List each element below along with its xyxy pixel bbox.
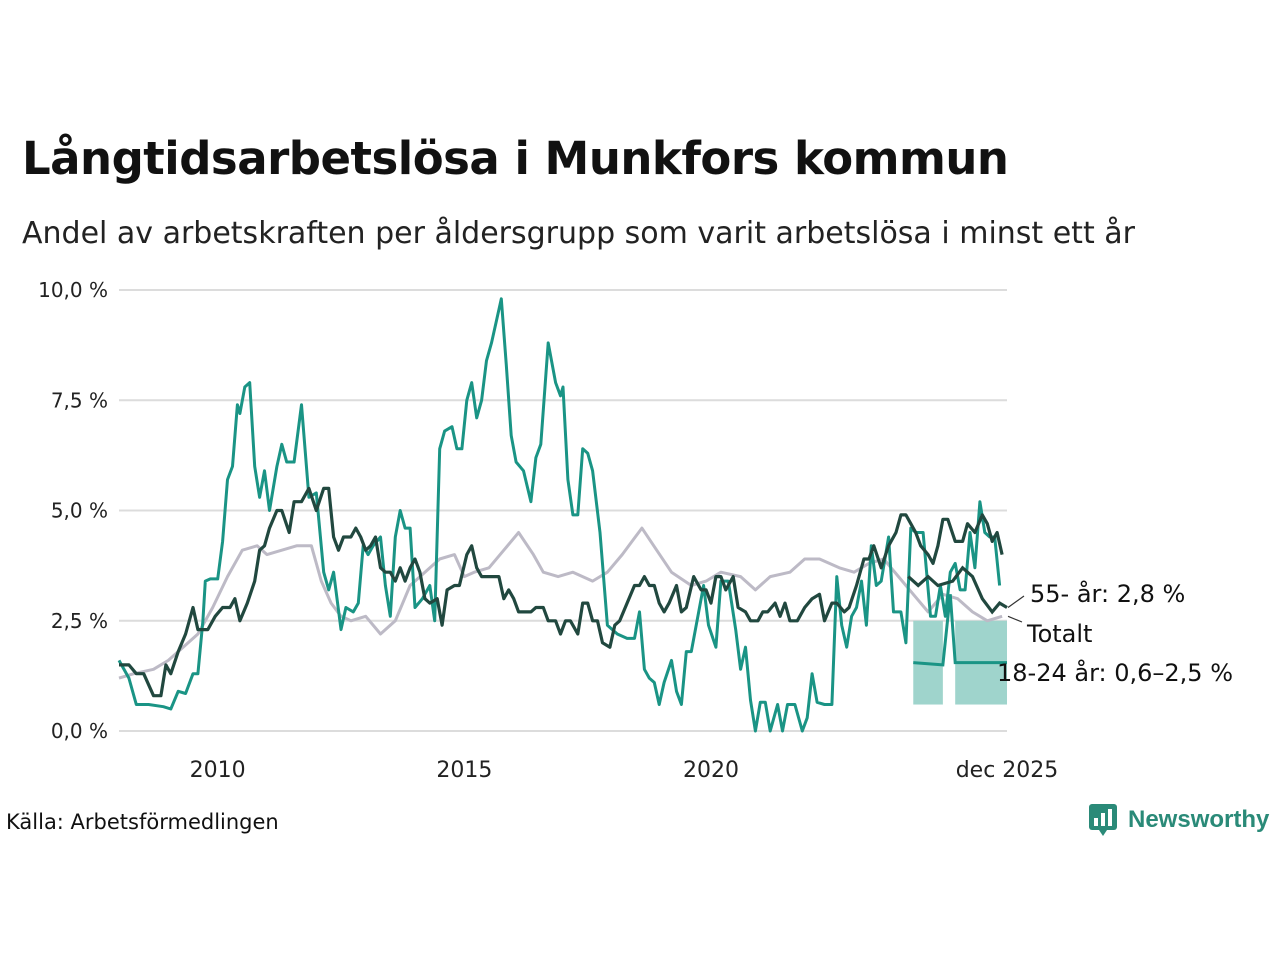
series-lines [119,299,1007,731]
newsworthy-icon [1088,803,1118,837]
y-tick-label: 5,0 % [51,499,108,523]
source-note: Källa: Arbetsförmedlingen [6,810,279,834]
brand-name: Newsworthy [1128,806,1269,834]
x-axis-labels: 2010 2015 2020 dec 2025 [190,758,1059,783]
y-tick-label: 10,0 % [38,278,108,302]
label-leader-old [1008,596,1024,608]
x-tick-label: 2010 [190,758,246,783]
series-line-young [119,299,1000,731]
x-tick-label: dec 2025 [956,758,1059,783]
x-tick-label: 2020 [683,758,739,783]
y-axis-labels: 0,0 % 2,5 % 5,0 % 7,5 % 10,0 % [38,278,108,743]
y-tick-label: 2,5 % [51,609,108,633]
end-label-total: Totalt [1026,620,1092,648]
y-tick-label: 7,5 % [51,388,108,412]
end-label-old: 55- år: 2,8 % [1030,579,1185,608]
brand-logo: Newsworthy [1088,803,1269,837]
x-tick-label: 2015 [436,758,492,783]
end-label-young: 18-24 år: 0,6–2,5 % [997,658,1233,687]
gridlines [119,290,1007,731]
end-labels: 55- år: 2,8 % Totalt 18-24 år: 0,6–2,5 % [997,579,1233,687]
label-leader-total [1008,616,1022,622]
y-tick-label: 0,0 % [51,719,108,743]
